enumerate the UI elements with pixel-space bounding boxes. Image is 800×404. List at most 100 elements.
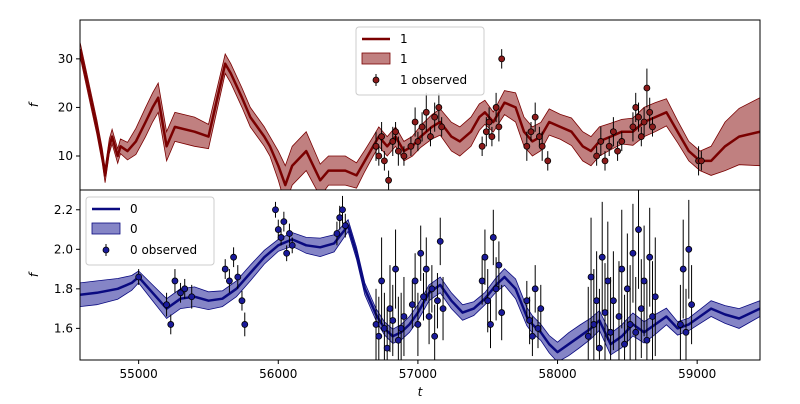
observed-point [609,128,617,136]
observed-point [621,340,628,348]
observed-point [478,142,486,150]
bottom-legend-points-marker [102,246,110,254]
observed-point [277,234,285,241]
observed-point [498,309,506,316]
observed-point [394,336,402,344]
observed-point [677,321,684,328]
bottom-y-axis-label: f [27,271,41,277]
bot-mean-polyline [80,224,760,354]
y-tick-label: 20 [58,100,73,114]
observed-point [336,214,344,222]
observed-point [418,123,426,131]
observed-point [392,265,399,273]
y-tick-label: 1.6 [54,321,73,335]
observed-point [635,226,642,233]
observed-point [372,142,380,150]
observed-point [407,142,415,150]
bottom-y-ticks: 1.6 1.8 2.0 2.2 [54,203,80,335]
observed-point [375,332,383,340]
observed-point [529,332,536,340]
observed-point [593,297,601,305]
observed-point [697,157,705,165]
observed-point [596,344,603,352]
observed-point [598,253,606,261]
observed-point [531,113,539,121]
observed-point [679,265,687,273]
observed-point [685,245,693,253]
top-band-area [80,41,760,190]
observed-point [400,313,408,320]
top-observed-points [372,49,705,190]
observed-point [646,108,654,116]
observed-point [495,261,503,269]
observed-point [135,273,143,281]
y-tick-label: 1.8 [54,282,73,296]
bottom-mean-line [80,224,760,354]
x-tick-label: 59000 [678,367,716,381]
observed-point [484,297,492,305]
observed-point [408,301,416,309]
top-legend-label-band: 1 [400,52,408,66]
observed-point [400,152,408,160]
observed-point [485,118,493,126]
observed-point [378,133,386,140]
observed-point [489,234,497,241]
x-tick-label: 57000 [399,367,437,381]
observed-point [584,332,592,340]
top-legend: 1 1 1 observed [355,26,485,96]
observed-point [411,277,419,285]
observed-point [397,324,405,332]
observed-point [274,226,282,233]
observed-point [234,273,242,281]
observed-point [643,336,651,344]
y-tick-label: 2.2 [54,203,73,217]
observed-point [544,157,552,165]
observed-point [535,133,543,140]
observed-point [177,289,184,297]
observed-point [241,321,249,328]
observed-point [604,277,612,285]
observed-point [643,84,651,92]
observed-point [649,123,656,131]
observed-point [375,152,383,160]
observed-point [288,241,296,249]
observed-point [431,332,439,340]
observed-point [163,301,170,309]
top-panel: 10 20 30 f 1 1 1 observed [27,19,761,191]
observed-point [417,249,425,257]
observed-point [333,230,341,237]
observed-point [389,138,397,145]
observed-point [526,317,534,324]
observed-point [422,108,430,116]
observed-point [615,313,623,320]
observed-point [425,313,433,320]
observed-point [682,328,690,336]
observed-point [436,237,444,245]
x-tick-label: 55000 [120,367,158,381]
observed-point [482,128,490,136]
observed-point [230,253,237,261]
y-tick-label: 30 [58,52,73,66]
bottom-panel: 1.6 1.8 2.0 2.2 55000 56000 57000 58000 59000 f… [27,189,761,399]
observed-point [181,285,189,293]
observed-point [411,118,419,126]
observed-point [637,305,645,313]
observed-point [414,321,422,328]
observed-point [226,277,233,285]
observed-point [629,123,637,131]
observed-point [435,104,443,111]
observed-point [651,293,659,301]
observed-point [538,142,546,150]
bottom-legend: 0 0 0 observed [85,196,215,266]
observed-point [386,305,394,313]
observed-point [607,328,614,336]
observed-point [431,113,439,121]
observed-point [635,113,642,121]
observed-point [593,152,601,160]
observed-point [646,253,654,261]
observed-point [372,321,380,328]
observed-point [339,206,346,214]
bottom-legend-label-line: 0 [130,202,138,216]
top-legend-label-line: 1 [400,32,408,46]
observed-point [498,55,506,63]
